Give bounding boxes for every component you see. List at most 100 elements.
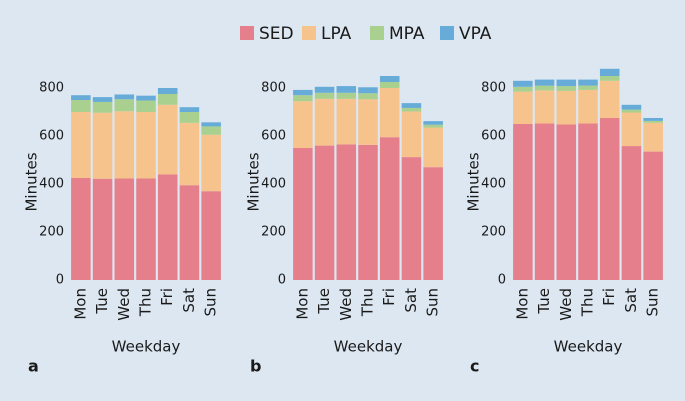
bar-segment (314, 92, 335, 99)
y-tick-label: 0 (498, 273, 506, 288)
x-tick-label: Mon (513, 288, 531, 320)
x-tick-label: Sat (402, 288, 420, 313)
bar-segment (621, 146, 642, 280)
legend-swatch (240, 26, 254, 40)
bar-segment (157, 104, 178, 175)
y-axis-label: Minutes (245, 152, 263, 211)
bar-segment (578, 123, 598, 281)
bar-segment (578, 89, 598, 124)
y-tick-label: 600 (481, 129, 506, 144)
y-tick-label: 400 (39, 177, 64, 192)
bar-segment (314, 98, 335, 146)
legend-swatch (370, 26, 384, 40)
y-tick-label: 200 (39, 225, 64, 240)
bar-segment (336, 86, 357, 93)
bar-segment (136, 112, 156, 179)
bar-segment (179, 112, 200, 123)
x-tick-label: Thu (137, 288, 155, 317)
bar-segment (179, 107, 200, 112)
bar-segment (556, 86, 577, 91)
y-tick-label: 800 (261, 81, 286, 96)
bar-segment (71, 178, 91, 280)
bar-segment (513, 80, 533, 87)
bar-segment (556, 79, 577, 87)
legend-label: SED (259, 24, 294, 44)
bar-segment (379, 88, 400, 138)
bar-segment (599, 118, 620, 280)
bar-segment (556, 124, 577, 280)
bar-segment (358, 93, 378, 100)
bar-segment (401, 157, 422, 280)
x-tick-label: Sun (202, 288, 220, 317)
legend-swatch (440, 26, 454, 40)
bar-segment (314, 145, 335, 280)
bar-segment (621, 104, 642, 110)
bar-segment (92, 178, 113, 280)
bar-segment (534, 79, 555, 86)
bar-segment (114, 178, 135, 280)
bar-segment (643, 118, 663, 121)
y-tick-label: 0 (278, 273, 286, 288)
bar-segment (643, 120, 663, 123)
bar-segment (157, 94, 178, 105)
x-tick-label: Mon (293, 288, 311, 320)
bar-segment (599, 80, 620, 118)
x-tick-label: Sat (622, 288, 640, 313)
bar-segment (136, 178, 156, 280)
x-tick-label: Sat (180, 288, 198, 313)
bar-segment (379, 76, 400, 82)
legend-label: MPA (389, 24, 425, 44)
bar-segment (336, 98, 357, 145)
x-tick-label: Mon (71, 288, 89, 320)
x-tick-label: Fri (600, 288, 618, 306)
bar-segment (643, 122, 663, 152)
bar-segment (643, 151, 663, 280)
y-tick-label: 0 (56, 273, 64, 288)
y-axis-label: Minutes (23, 152, 41, 211)
x-tick-label: Fri (380, 288, 398, 306)
bar-segment (157, 88, 178, 94)
bar-segment (423, 121, 443, 125)
bar-segment (379, 137, 400, 280)
bar-segment (379, 82, 400, 88)
bar-segment (599, 76, 620, 81)
bar-segment (358, 99, 378, 145)
bar-segment (534, 123, 555, 281)
legend-label: VPA (459, 24, 492, 44)
y-tick-label: 600 (261, 129, 286, 144)
bar-segment (114, 111, 135, 179)
x-tick-label: Wed (337, 288, 355, 321)
bar-segment (513, 124, 533, 280)
bar-segment (578, 85, 598, 90)
x-tick-label: Sun (424, 288, 442, 317)
legend-swatch (302, 26, 316, 40)
x-tick-label: Tue (315, 288, 333, 315)
bar-segment (293, 101, 313, 148)
bar-segment (336, 92, 357, 99)
x-tick-label: Sun (644, 288, 662, 317)
bar-segment (513, 91, 533, 124)
bar-segment (314, 86, 335, 93)
bar-segment (179, 185, 200, 280)
x-tick-label: Tue (93, 288, 111, 315)
y-tick-label: 800 (481, 81, 506, 96)
y-axis-label: Minutes (465, 152, 483, 211)
bar-segment (513, 86, 533, 92)
bar-segment (201, 134, 221, 192)
panel-label: c (470, 357, 479, 376)
x-tick-label: Wed (115, 288, 133, 321)
bar-segment (534, 85, 555, 91)
bar-segment (401, 103, 422, 108)
bar-segment (201, 122, 221, 127)
bar-segment (423, 124, 443, 128)
bar-segment (423, 167, 443, 280)
bar-segment (92, 112, 113, 179)
bar-segment (401, 107, 422, 112)
x-axis-label: Weekday (112, 338, 181, 356)
bar-segment (621, 112, 642, 147)
x-tick-label: Tue (535, 288, 553, 315)
y-tick-label: 200 (261, 225, 286, 240)
x-axis-label: Weekday (554, 338, 623, 356)
bar-segment (92, 97, 113, 102)
